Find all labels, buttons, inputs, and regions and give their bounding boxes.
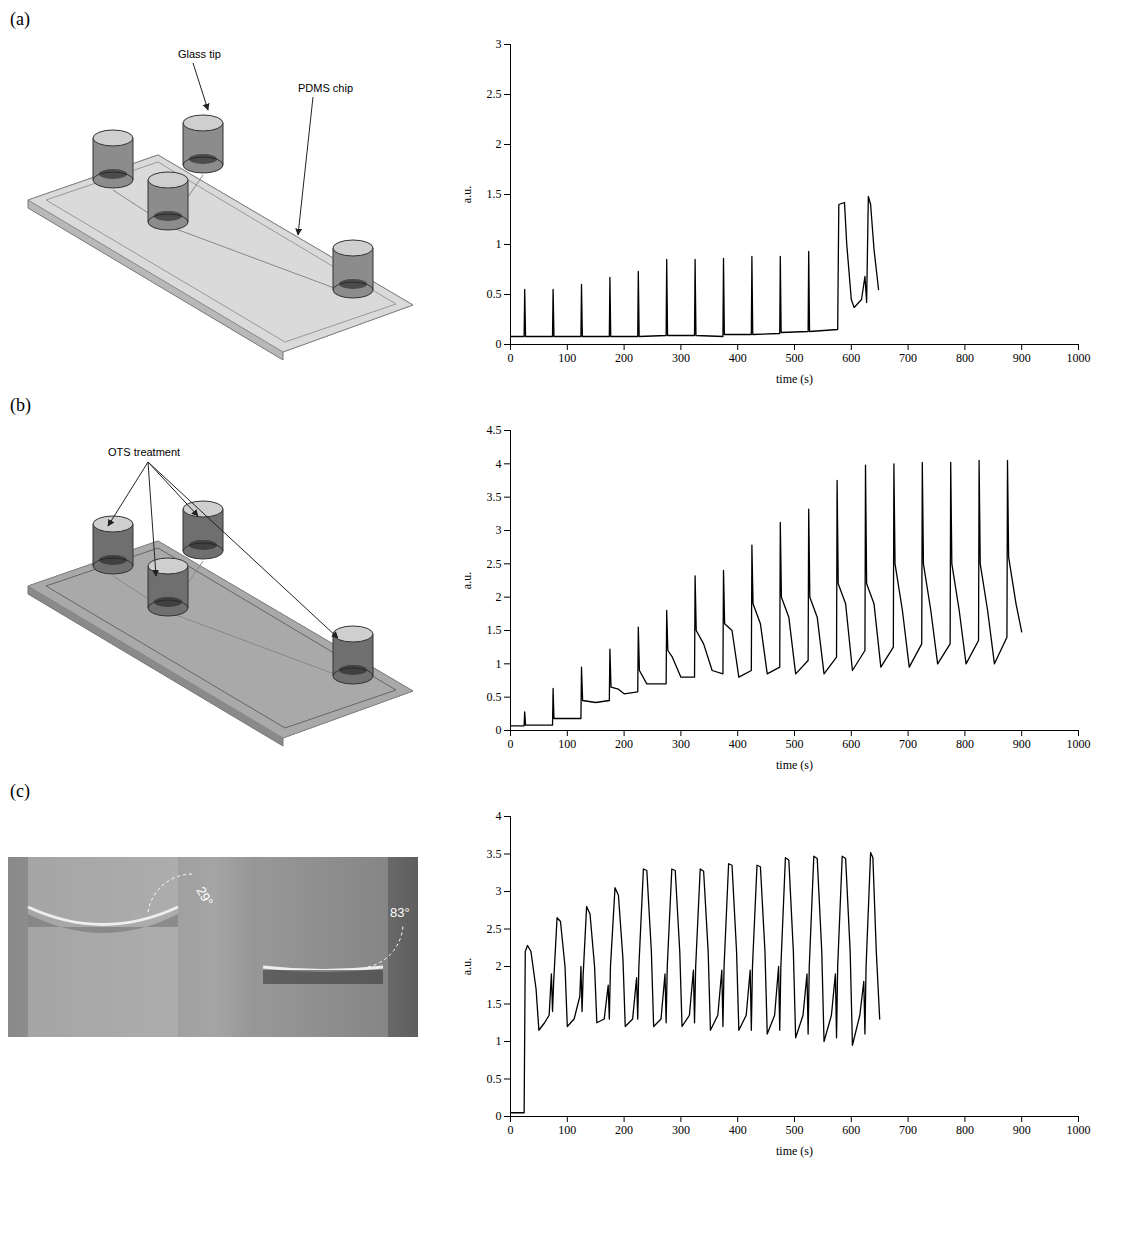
svg-text:4: 4 xyxy=(496,457,502,471)
svg-text:500: 500 xyxy=(786,351,804,365)
svg-text:0: 0 xyxy=(496,337,502,351)
svg-text:1000: 1000 xyxy=(1067,737,1091,751)
html-text:(b): (b) xyxy=(10,395,31,415)
svg-text:0: 0 xyxy=(508,737,514,751)
svg-text:900: 900 xyxy=(1013,1123,1031,1137)
svg-text:200: 200 xyxy=(615,737,633,751)
svg-text:2.5: 2.5 xyxy=(487,87,502,101)
svg-text:700: 700 xyxy=(899,737,917,751)
svg-text:OTS treatment: OTS treatment xyxy=(108,446,180,458)
svg-text:1.5: 1.5 xyxy=(487,623,502,637)
svg-text:time (s): time (s) xyxy=(776,1144,813,1158)
svg-text:300: 300 xyxy=(672,1123,690,1137)
svg-text:1.5: 1.5 xyxy=(487,997,502,1011)
svg-text:400: 400 xyxy=(729,737,747,751)
svg-text:200: 200 xyxy=(615,351,633,365)
svg-text:500: 500 xyxy=(786,737,804,751)
svg-text:1000: 1000 xyxy=(1067,1123,1091,1137)
svg-text:800: 800 xyxy=(956,1123,974,1137)
svg-text:29°: 29° xyxy=(193,884,216,909)
svg-text:0.5: 0.5 xyxy=(487,1072,502,1086)
svg-text:700: 700 xyxy=(899,1123,917,1137)
svg-text:200: 200 xyxy=(615,1123,633,1137)
svg-text:500: 500 xyxy=(786,1123,804,1137)
svg-text:a.u.: a.u. xyxy=(460,958,474,975)
svg-text:400: 400 xyxy=(729,351,747,365)
svg-text:1.5: 1.5 xyxy=(487,187,502,201)
svg-text:2.5: 2.5 xyxy=(487,557,502,571)
svg-text:900: 900 xyxy=(1013,737,1031,751)
svg-text:time (s): time (s) xyxy=(776,372,813,386)
html-text:(a): (a) xyxy=(10,9,30,29)
html-text:(c): (c) xyxy=(10,781,30,801)
svg-text:3.5: 3.5 xyxy=(487,847,502,861)
svg-text:0: 0 xyxy=(496,723,502,737)
svg-text:3: 3 xyxy=(496,37,502,51)
svg-text:1: 1 xyxy=(496,1034,502,1048)
svg-text:1: 1 xyxy=(496,237,502,251)
svg-text:2: 2 xyxy=(496,959,502,973)
svg-text:600: 600 xyxy=(842,737,860,751)
svg-text:800: 800 xyxy=(956,737,974,751)
svg-text:0.5: 0.5 xyxy=(487,287,502,301)
svg-text:0: 0 xyxy=(496,1109,502,1123)
svg-text:100: 100 xyxy=(558,1123,576,1137)
svg-text:800: 800 xyxy=(956,351,974,365)
svg-text:600: 600 xyxy=(842,351,860,365)
svg-text:100: 100 xyxy=(558,737,576,751)
svg-text:2: 2 xyxy=(496,137,502,151)
svg-text:a.u.: a.u. xyxy=(460,572,474,589)
svg-text:2: 2 xyxy=(496,590,502,604)
svg-text:83°: 83° xyxy=(390,905,410,920)
svg-text:3: 3 xyxy=(496,523,502,537)
svg-text:3.5: 3.5 xyxy=(487,490,502,504)
svg-text:300: 300 xyxy=(672,351,690,365)
svg-text:Glass tip: Glass tip xyxy=(178,48,221,60)
svg-text:4: 4 xyxy=(496,809,502,823)
svg-text:3: 3 xyxy=(496,884,502,898)
svg-text:1000: 1000 xyxy=(1067,351,1091,365)
svg-text:700: 700 xyxy=(899,351,917,365)
svg-text:100: 100 xyxy=(558,351,576,365)
svg-text:1: 1 xyxy=(496,657,502,671)
svg-text:600: 600 xyxy=(842,1123,860,1137)
svg-text:a.u.: a.u. xyxy=(460,186,474,203)
svg-text:0: 0 xyxy=(508,351,514,365)
svg-text:0.5: 0.5 xyxy=(487,690,502,704)
svg-text:0: 0 xyxy=(508,1123,514,1137)
svg-text:2.5: 2.5 xyxy=(487,922,502,936)
svg-text:300: 300 xyxy=(672,737,690,751)
svg-text:900: 900 xyxy=(1013,351,1031,365)
svg-text:time (s): time (s) xyxy=(776,758,813,772)
svg-text:4.5: 4.5 xyxy=(487,423,502,437)
svg-text:400: 400 xyxy=(729,1123,747,1137)
svg-text:PDMS chip: PDMS chip xyxy=(298,82,353,94)
